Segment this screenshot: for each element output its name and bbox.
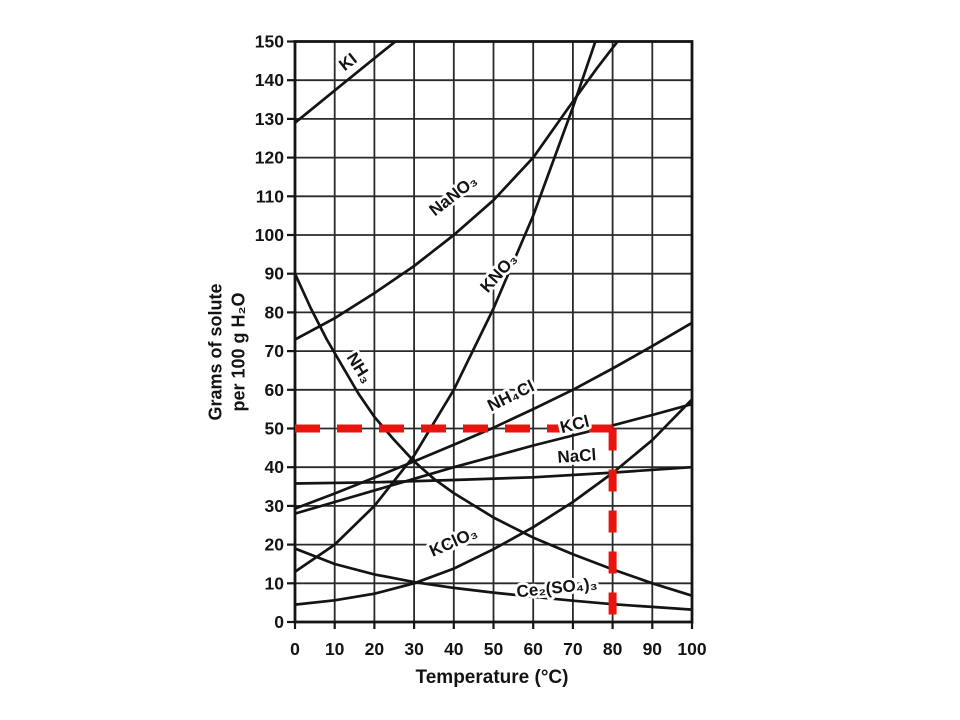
y-tick-label-10: 10 xyxy=(265,573,285,593)
y-tick-label-100: 100 xyxy=(255,225,284,245)
y-tick-label-50: 50 xyxy=(265,419,285,439)
svg-text:NaCl: NaCl xyxy=(557,445,597,467)
curve-kcl xyxy=(295,402,692,515)
y-tick-label-150: 150 xyxy=(255,32,284,52)
x-tick-label-80: 80 xyxy=(603,639,623,659)
y-tick-label-90: 90 xyxy=(265,264,285,284)
y-tick-label-130: 130 xyxy=(255,109,284,129)
svg-text:Ce₂(SO₄)₃: Ce₂(SO₄)₃ xyxy=(516,574,599,601)
curve-ki xyxy=(295,41,398,125)
y-tick-label-110: 110 xyxy=(256,186,284,206)
x-tick-label-60: 60 xyxy=(523,639,543,659)
x-tick-label-30: 30 xyxy=(404,639,424,659)
y-tick-label-40: 40 xyxy=(265,457,285,477)
x-tick-label-0: 0 xyxy=(290,639,300,659)
y-tick-label-30: 30 xyxy=(265,496,285,516)
y-tick-label-20: 20 xyxy=(265,535,285,555)
x-tick-label-50: 50 xyxy=(484,639,504,659)
x-tick-label-40: 40 xyxy=(444,639,464,659)
y-tick-label-140: 140 xyxy=(255,70,284,90)
y-axis-title-line1: Grams of solute xyxy=(205,283,226,421)
x-tick-label-10: 10 xyxy=(325,639,345,659)
curve-nacl xyxy=(295,465,692,485)
x-tick-label-100: 100 xyxy=(677,639,706,659)
y-tick-label-70: 70 xyxy=(265,341,285,361)
curve-label-nacl: NaCl xyxy=(554,443,599,470)
curve-nh3 xyxy=(295,272,692,598)
x-tick-label-70: 70 xyxy=(563,639,583,659)
x-tick-label-90: 90 xyxy=(643,639,663,659)
y-tick-label-0: 0 xyxy=(274,612,284,632)
y-axis-title: Grams of solute per 100 g H₂O xyxy=(205,283,252,420)
curve-label-ce2-so4-3: Ce₂(SO₄)₃ xyxy=(513,571,601,604)
y-tick-label-80: 80 xyxy=(265,302,285,322)
svg-text:NH₃: NH₃ xyxy=(343,349,376,387)
curve-nano3 xyxy=(295,41,620,341)
curve-kclo3 xyxy=(295,398,692,606)
y-axis-title-line2: per 100 g H₂O xyxy=(229,292,249,412)
curve-label-nh3: NH₃ xyxy=(340,346,379,389)
curve-kno3 xyxy=(295,41,597,574)
curve-ce2-so4-3 xyxy=(295,547,692,611)
x-axis-title: Temperature (°C) xyxy=(415,667,569,688)
y-tick-label-60: 60 xyxy=(265,380,285,400)
y-tick-label-120: 120 xyxy=(255,148,284,168)
x-tick-label-20: 20 xyxy=(365,639,385,659)
